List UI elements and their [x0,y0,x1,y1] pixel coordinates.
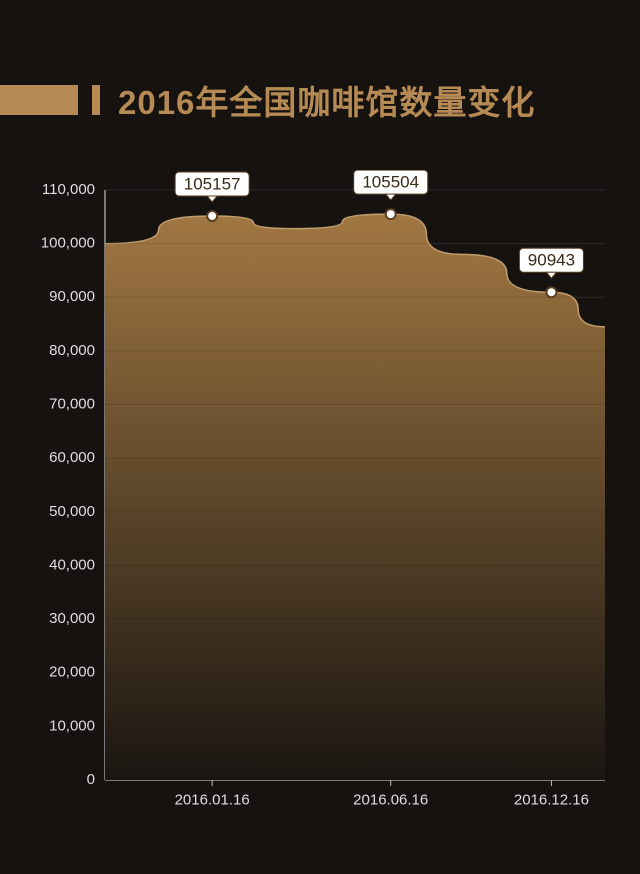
svg-text:90943: 90943 [528,251,575,270]
title-thin-bar [92,85,100,115]
svg-text:40,000: 40,000 [49,556,95,573]
svg-text:20,000: 20,000 [49,664,95,681]
svg-text:30,000: 30,000 [49,610,95,627]
svg-text:105504: 105504 [362,173,419,192]
page-root: 2016年全国咖啡馆数量变化 0 10,000 20,000 30,000 40,000… [0,0,640,874]
svg-text:100,000: 100,000 [41,235,95,252]
svg-text:2016.12.16: 2016.12.16 [514,791,589,808]
svg-text:60,000: 60,000 [49,449,95,466]
svg-text:110,000: 110,000 [42,181,95,198]
svg-text:80,000: 80,000 [49,342,95,359]
page-title: 2016年全国咖啡馆数量变化 [118,76,535,124]
svg-text:90,000: 90,000 [49,288,95,305]
svg-text:2016.01.16: 2016.01.16 [175,791,250,808]
svg-text:70,000: 70,000 [49,396,95,413]
title-bar: 2016年全国咖啡馆数量变化 [0,80,535,120]
title-accent-block [0,85,78,115]
chart-svg: 0 10,000 20,000 30,000 40,000 50,000 60,000 70,… [40,170,610,820]
area-chart: 0 10,000 20,000 30,000 40,000 50,000 60,000 70,… [40,170,610,820]
svg-text:50,000: 50,000 [49,503,95,520]
svg-text:105157: 105157 [184,174,241,193]
svg-text:2016.06.16: 2016.06.16 [353,791,428,808]
svg-text:0: 0 [87,771,95,788]
svg-text:10,000: 10,000 [49,717,95,734]
